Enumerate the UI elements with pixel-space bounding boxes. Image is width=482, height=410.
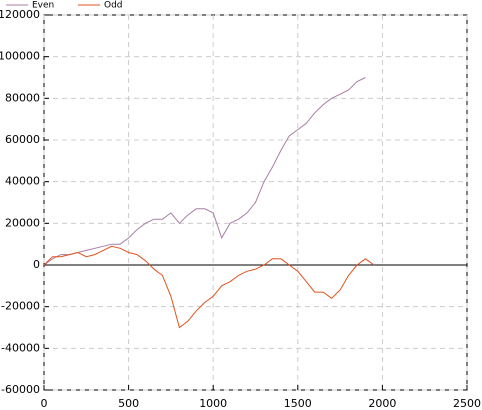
legend-label: Odd xyxy=(104,1,123,11)
y-tick-label: 80000 xyxy=(5,91,40,104)
x-tick-label: 500 xyxy=(118,397,139,410)
series-line xyxy=(43,245,375,329)
x-tick-label: 2500 xyxy=(453,397,481,410)
y-tick-label: -60000 xyxy=(1,383,40,396)
y-tick-label: 0 xyxy=(33,258,40,271)
y-tick-label: 100000 xyxy=(0,50,40,63)
y-tick-label: -40000 xyxy=(1,341,40,354)
y-tick-label: 20000 xyxy=(5,216,40,229)
y-tick-label: 120000 xyxy=(0,8,40,21)
x-tick-label: 1500 xyxy=(284,397,312,410)
y-tick-label: 60000 xyxy=(5,133,40,146)
series-line xyxy=(43,77,366,266)
legend-label: Even xyxy=(32,1,54,11)
y-tick-label: -20000 xyxy=(1,300,40,313)
y-tick-label: 40000 xyxy=(5,175,40,188)
x-tick-label: 2000 xyxy=(368,397,396,410)
x-tick-label: 0 xyxy=(41,397,48,410)
x-tick-label: 1000 xyxy=(199,397,227,410)
